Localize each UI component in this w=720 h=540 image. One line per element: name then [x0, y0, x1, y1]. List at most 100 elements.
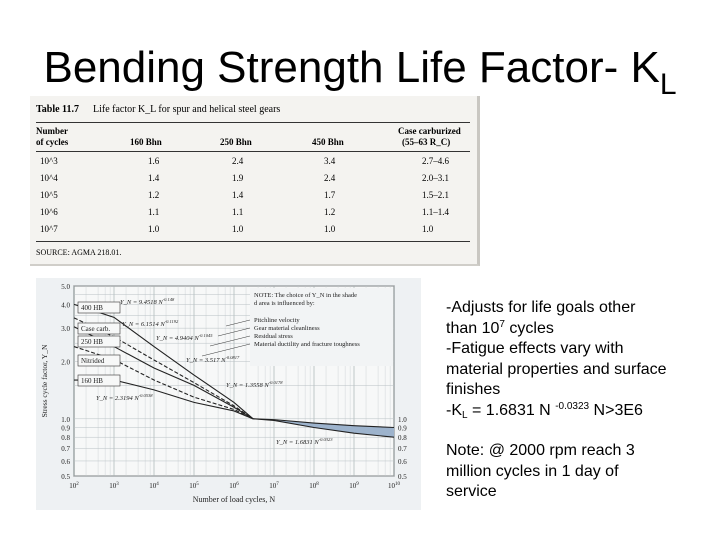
stress-cycle-factor-chart: 5.0 4.0 3.0 2.0 1.0 0.9 0.8 0.7 0.6 0.5 1.0 0.9 0.8 0…	[36, 278, 421, 510]
slide-title: Bending Strength Life Factor- KL	[0, 38, 720, 115]
x-tick-label: 1010	[388, 482, 401, 490]
col-header-250: 250 Bhn	[220, 137, 252, 147]
notes-line-6-b: = 1.6831 N	[467, 401, 556, 419]
table-caption: Table 11.7 Life factor K_L for spur and h…	[36, 104, 280, 115]
table-cell: 10^6	[40, 207, 58, 217]
slide-title-subscript: L	[659, 68, 677, 101]
y-tick-label-left: 0.5	[61, 473, 70, 481]
table-rule-top	[36, 122, 470, 123]
note-text: NOTE: The choice of Y_N in the shade	[254, 292, 357, 299]
notes-line-8: million cycles in 1 day of	[446, 462, 619, 480]
notes-line-6-a: -K	[446, 401, 462, 419]
table-cell: 2.0–3.1	[422, 173, 449, 183]
notes-line-6-c: N>3E6	[589, 401, 643, 419]
col-header-number: Number	[36, 126, 68, 136]
chart-svg: 5.04.03.02.01.00.90.80.70.60.51.00.90.80…	[40, 283, 407, 504]
table-cell: 1.6	[148, 156, 160, 166]
notes-line-2-sup: 7	[499, 318, 505, 330]
table-cell: 1.2	[148, 190, 160, 200]
note-leader	[217, 327, 251, 337]
equation-label: Y_N = 6.1514 N-0.1192	[122, 319, 179, 328]
life-factor-table: Table 11.7 Life factor K_L for spur and h…	[30, 96, 480, 266]
x-tick-label: 102	[69, 482, 79, 490]
notes-line-1: -Adjusts for life goals other	[446, 299, 636, 316]
table-cell: 10^5	[40, 190, 58, 200]
table-cell: 1.0	[422, 224, 434, 234]
table-cell: 1.1–1.4	[422, 207, 449, 217]
curve-label-box	[77, 374, 121, 387]
x-tick-label: 103	[109, 482, 119, 490]
y-tick-label-right: 0.7	[398, 445, 407, 453]
equation-label: Y_N = 1.6831 N-0.0323	[276, 437, 333, 446]
note-leader	[209, 335, 251, 347]
y-axis-label: Stress cycle factor, Y_N	[40, 344, 49, 417]
y-tick-label-left: 1.0	[61, 416, 70, 424]
x-tick-label: 108	[309, 482, 319, 490]
curve-label-box	[77, 301, 121, 314]
x-tick-label: 109	[349, 482, 359, 490]
table-cell: 10^4	[40, 173, 58, 183]
curve-label: Nitrided	[81, 357, 105, 365]
curve-label: Case carb.	[81, 325, 110, 333]
notes-text: -Adjusts for life goals other than 107 c…	[446, 298, 716, 503]
curve-label-box	[77, 335, 121, 348]
table-rule-header	[36, 151, 470, 152]
table-cell: 1.9	[232, 173, 244, 183]
table-cell: 1.0	[232, 224, 244, 234]
notes-line-6-sub: L	[462, 409, 468, 421]
equation-label: Y_N = 9.4518 N-0.148	[120, 297, 175, 306]
table-cell: 1.1	[148, 207, 160, 217]
table-cell: 3.4	[324, 156, 336, 166]
table-cell: 10^3	[40, 156, 58, 166]
slide-title-text: Bending Strength Life Factor- K	[43, 43, 660, 92]
col-header-cycles: of cycles	[36, 137, 69, 147]
series-line	[73, 346, 254, 420]
table-cell: 10^7	[40, 224, 58, 234]
notes-line-4: material properties and surface	[446, 360, 667, 378]
shaded-region	[253, 418, 394, 438]
table-number: Table 11.7	[36, 104, 79, 115]
y-tick-label-left: 3.0	[61, 325, 70, 333]
y-tick-label-right: 0.8	[398, 434, 407, 442]
x-tick-label: 105	[189, 482, 199, 490]
table-cell: 1.4	[148, 173, 160, 183]
y-tick-label-left: 0.6	[61, 458, 70, 466]
notes-line-5: finishes	[446, 381, 501, 398]
x-axis-label: Number of load cycles, N	[193, 495, 276, 504]
equation-label: Y_N = 1.3558 N-0.0178	[226, 380, 283, 389]
equation-label: Y_N = 4.9404 N-0.1045	[156, 333, 213, 342]
table-cell: 2.7–4.6	[422, 156, 449, 166]
table-cell: 1.4	[232, 190, 244, 200]
table-cell: 1.7	[324, 190, 336, 200]
y-tick-label-right: 1.0	[398, 416, 407, 424]
table-cell: 2.4	[232, 156, 244, 166]
note-leader	[225, 319, 251, 327]
curve-label: 160 HB	[81, 377, 103, 385]
note-item: Residual stress	[254, 333, 293, 340]
equation-label: Y_N = 2.3194 N-0.0538	[96, 393, 153, 402]
col-header-450: 450 Bhn	[312, 137, 344, 147]
table-source: SOURCE: AGMA 218.01.	[36, 248, 122, 257]
note-box	[250, 288, 393, 366]
x-tick-label: 106	[229, 482, 239, 490]
notes-line-6: -KL = 1.6831 N -0.0323 N>3E6	[446, 401, 716, 422]
table-cell: 1.0	[324, 224, 336, 234]
col-header-carb: Case carburized	[398, 126, 461, 136]
notes-line-7: Note: @ 2000 rpm reach 3	[446, 442, 635, 459]
curve-label-box	[77, 322, 121, 335]
y-tick-label-left: 4.0	[61, 301, 70, 309]
notes-line-3: -Fatigue effects vary with	[446, 340, 624, 357]
notes-line-9: service	[446, 483, 497, 500]
x-tick-label: 107	[269, 482, 279, 490]
x-tick-label: 104	[149, 482, 159, 490]
series-line	[73, 303, 254, 420]
col-header-160: 160 Bhn	[130, 137, 162, 147]
table-cell: 1.0	[148, 224, 160, 234]
notes-line-2-a: than 10	[446, 319, 500, 337]
curve-label: 250 HB	[81, 338, 103, 346]
curve-label: 400 HB	[81, 304, 103, 312]
note-item: Material ductility and fracture toughnes…	[254, 341, 360, 348]
note-leader	[201, 343, 251, 357]
note-item: Gear material cleanliness	[254, 325, 320, 332]
y-tick-label-left: 0.7	[61, 445, 70, 453]
